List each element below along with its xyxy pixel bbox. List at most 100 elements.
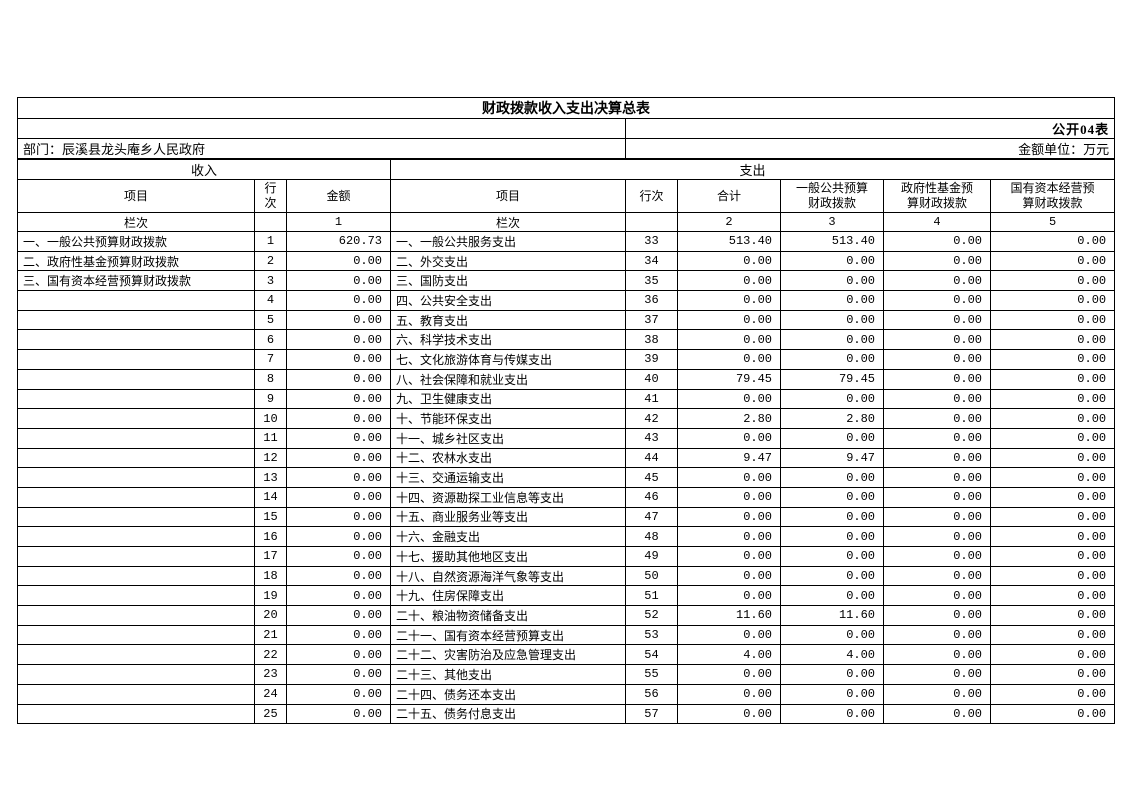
expense-line-cell: 50 (625, 565, 678, 587)
expense-item-cell: 八、社会保障和就业支出 (390, 368, 626, 390)
col-header-income-amount: 金额 (286, 179, 391, 213)
lane-number-row: 栏次 1 栏次 2 3 4 5 (17, 212, 1116, 232)
government-fund-cell: 0.00 (883, 270, 991, 292)
state-capital-cell: 0.00 (989, 447, 1116, 469)
government-fund-cell: 0.00 (883, 605, 991, 626)
expense-item-cell: 十八、自然资源海洋气象等支出 (390, 565, 626, 587)
government-fund-cell: 0.00 (883, 624, 991, 646)
general-budget-cell: 2.80 (780, 408, 884, 429)
income-amount-cell: 0.00 (286, 349, 391, 370)
government-fund-cell: 0.00 (883, 703, 991, 725)
government-fund-cell: 0.00 (883, 408, 991, 429)
table-row: 8 0.00 八、社会保障和就业支出 40 79.45 79.45 0.00 0.00 (17, 368, 1116, 390)
general-budget-cell: 0.00 (780, 427, 884, 449)
state-capital-cell: 0.00 (989, 683, 1116, 705)
income-item-cell (17, 408, 255, 429)
general-budget-cell: 0.00 (780, 309, 884, 331)
table-row: 25 0.00 二十五、债务付息支出 57 0.00 0.00 0.00 0.00 (17, 703, 1116, 725)
expense-item-cell: 十六、金融支出 (390, 526, 626, 547)
lane-expense-line-spacer (625, 212, 678, 232)
income-item-cell: 三、国有资本经营预算财政拨款 (17, 270, 255, 292)
income-line-cell: 2 (254, 250, 287, 272)
state-capital-cell: 0.00 (989, 408, 1116, 429)
state-capital-cell: 0.00 (989, 486, 1116, 508)
state-capital-cell: 0.00 (989, 231, 1116, 252)
income-amount-cell: 0.00 (286, 329, 391, 351)
state-capital-cell: 0.00 (989, 605, 1116, 626)
general-budget-cell: 0.00 (780, 486, 884, 508)
expense-line-cell: 37 (625, 309, 678, 331)
income-line-cell: 13 (254, 467, 287, 488)
table-row: 22 0.00 二十二、灾害防治及应急管理支出 54 4.00 4.00 0.00 0.00 (17, 644, 1116, 666)
income-item-cell (17, 526, 255, 547)
state-capital-cell: 0.00 (989, 309, 1116, 331)
expense-line-cell: 39 (625, 349, 678, 370)
expense-item-cell: 二十五、债务付息支出 (390, 703, 626, 725)
expense-item-cell: 十一、城乡社区支出 (390, 427, 626, 449)
total-cell: 0.00 (677, 585, 781, 607)
government-fund-cell: 0.00 (883, 526, 991, 547)
government-fund-cell: 0.00 (883, 447, 991, 469)
income-amount-cell: 0.00 (286, 270, 391, 292)
income-amount-cell: 0.00 (286, 486, 391, 508)
income-item-cell: 一、一般公共预算财政拨款 (17, 231, 255, 252)
state-capital-cell: 0.00 (989, 250, 1116, 272)
col-header-total: 合计 (677, 179, 781, 213)
table-row: 20 0.00 二十、粮油物资储备支出 52 11.60 11.60 0.00 0.00 (17, 605, 1116, 626)
unit-label: 金额单位：万元 (624, 138, 1116, 160)
expense-line-cell: 42 (625, 408, 678, 429)
income-line-cell: 14 (254, 486, 287, 508)
income-amount-cell: 0.00 (286, 309, 391, 331)
income-line-cell: 5 (254, 309, 287, 331)
expense-line-cell: 51 (625, 585, 678, 607)
income-amount-cell: 0.00 (286, 703, 391, 725)
general-budget-cell: 0.00 (780, 467, 884, 488)
income-amount-cell: 0.00 (286, 467, 391, 488)
table-row: 21 0.00 二十一、国有资本经营预算支出 53 0.00 0.00 0.00 0.00 (17, 624, 1116, 646)
expense-item-cell: 二十一、国有资本经营预算支出 (390, 624, 626, 646)
state-capital-cell: 0.00 (989, 290, 1116, 311)
income-line-cell: 20 (254, 605, 287, 626)
table-row: 5 0.00 五、教育支出 37 0.00 0.00 0.00 0.00 (17, 309, 1116, 331)
government-fund-cell: 0.00 (883, 309, 991, 331)
col-header-expense-line-no: 行次 (625, 179, 678, 213)
total-cell: 0.00 (677, 290, 781, 311)
government-fund-cell: 0.00 (883, 368, 991, 390)
income-amount-cell: 0.00 (286, 290, 391, 311)
general-budget-cell: 4.00 (780, 644, 884, 666)
expense-line-cell: 54 (625, 644, 678, 666)
table-row: 15 0.00 十五、商业服务业等支出 47 0.00 0.00 0.00 0.00 (17, 506, 1116, 528)
government-fund-cell: 0.00 (883, 467, 991, 488)
income-item-cell (17, 427, 255, 449)
income-amount-cell: 0.00 (286, 427, 391, 449)
section-header-row: 收入 支出 (17, 158, 1116, 180)
total-cell: 0.00 (677, 467, 781, 488)
income-line-cell: 6 (254, 329, 287, 351)
title-row: 财政拨款收入支出决算总表 (16, 97, 1116, 119)
general-budget-cell: 11.60 (780, 605, 884, 626)
general-budget-cell: 0.00 (780, 270, 884, 292)
state-capital-cell: 0.00 (989, 467, 1116, 488)
expense-item-cell: 十五、商业服务业等支出 (390, 506, 626, 528)
income-item-cell (17, 290, 255, 311)
lane-income-line-spacer (254, 212, 287, 232)
table-row: 13 0.00 十三、交通运输支出 45 0.00 0.00 0.00 0.00 (17, 467, 1116, 488)
total-cell: 0.00 (677, 486, 781, 508)
total-cell: 0.00 (677, 329, 781, 351)
table-row: 14 0.00 十四、资源勘探工业信息等支出 46 0.00 0.00 0.00 0.00 (17, 486, 1116, 508)
col-header-income-line-no: 行 次 (254, 179, 287, 213)
state-capital-cell: 0.00 (989, 349, 1116, 370)
general-budget-cell: 0.00 (780, 250, 884, 272)
income-line-cell: 17 (254, 546, 287, 567)
total-cell: 11.60 (677, 605, 781, 626)
income-line-cell: 4 (254, 290, 287, 311)
expense-line-cell: 36 (625, 290, 678, 311)
state-capital-cell: 0.00 (989, 624, 1116, 646)
expense-item-cell: 七、文化旅游体育与传媒支出 (390, 349, 626, 370)
expense-item-cell: 三、国防支出 (390, 270, 626, 292)
income-amount-cell: 0.00 (286, 408, 391, 429)
income-amount-cell: 0.00 (286, 250, 391, 272)
income-line-cell: 7 (254, 349, 287, 370)
income-amount-cell: 0.00 (286, 605, 391, 626)
total-cell: 0.00 (677, 526, 781, 547)
